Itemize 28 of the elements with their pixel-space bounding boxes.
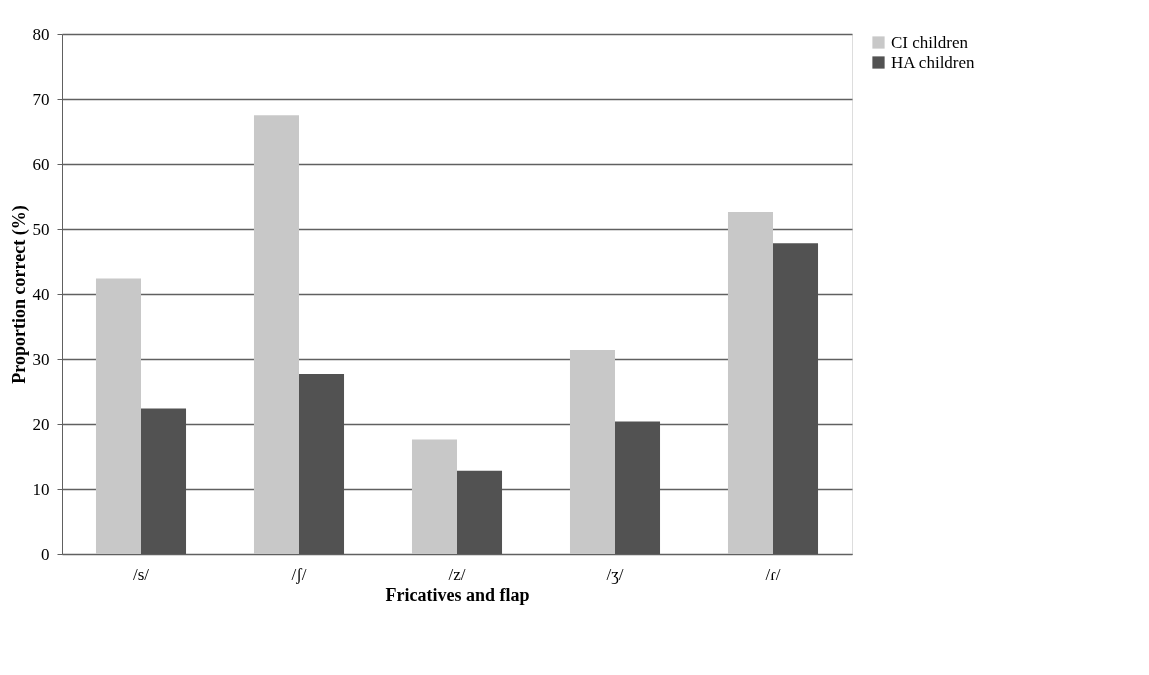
legend-label: HA children [891, 52, 976, 72]
bar [615, 421, 661, 554]
y-tick-label: 50 [32, 219, 50, 239]
y-tick-label: 60 [32, 154, 50, 174]
y-tick-label: 0 [41, 544, 50, 564]
y-tick-label: 70 [32, 89, 50, 109]
bar [773, 243, 819, 554]
bar [457, 470, 503, 554]
x-axis-title: Fricatives and flap [385, 584, 530, 605]
bar [569, 349, 615, 554]
y-tick-label: 40 [32, 284, 50, 304]
bar [411, 439, 457, 554]
bar [299, 373, 345, 554]
y-tick-label: 80 [32, 24, 50, 44]
y-tick-label: 20 [32, 414, 50, 434]
legend-label: CI children [891, 32, 969, 52]
y-axis-title: Proportion correct (%) [8, 205, 30, 384]
x-tick-label: /z/ [448, 564, 466, 584]
x-tick-label: /ʃ/ [291, 564, 307, 584]
y-tick-label: 30 [32, 349, 50, 369]
y-tick-label: 10 [32, 479, 50, 499]
bar [95, 278, 141, 554]
bar [141, 408, 187, 554]
x-tick-label: /ʒ/ [606, 564, 624, 584]
bar [253, 115, 299, 554]
x-tick-label: /ɾ/ [765, 564, 781, 584]
x-tick-label: /s/ [132, 564, 150, 584]
bar [727, 212, 773, 554]
